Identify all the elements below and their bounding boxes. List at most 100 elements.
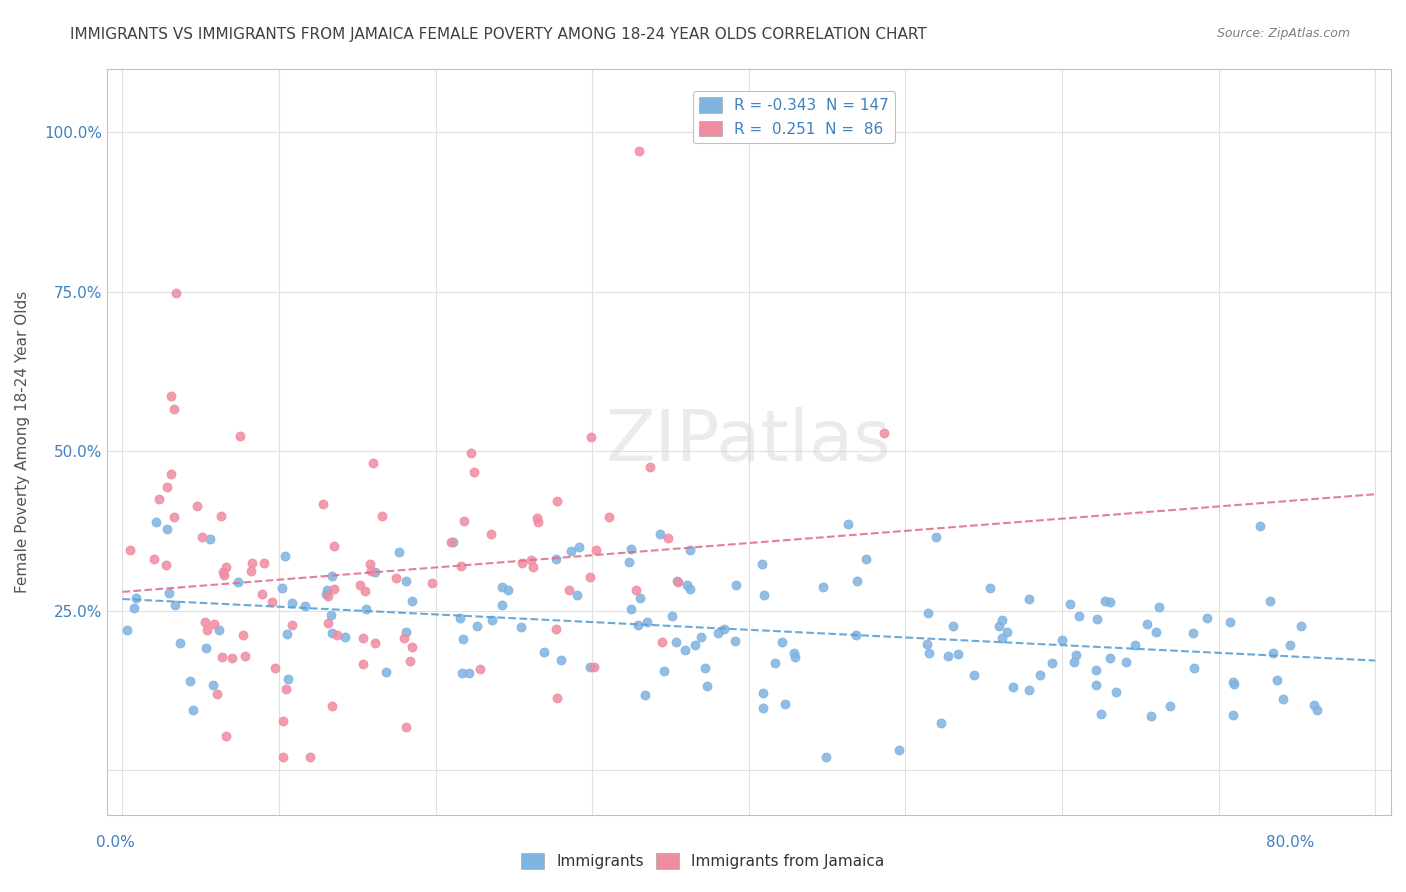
- Point: [169, 636, 191, 650]
- Point: [527, 515, 550, 529]
- Point: [1159, 699, 1181, 714]
- Point: [1090, 706, 1112, 721]
- Point: [491, 598, 513, 612]
- Point: [323, 582, 346, 597]
- Point: [326, 628, 349, 642]
- Point: [384, 571, 406, 585]
- Point: [661, 608, 683, 623]
- Point: [785, 649, 807, 664]
- Point: [544, 622, 567, 636]
- Point: [395, 624, 418, 639]
- Point: [451, 666, 474, 681]
- Point: [1135, 616, 1157, 631]
- Point: [450, 559, 472, 574]
- Point: [399, 654, 422, 668]
- Point: [783, 647, 806, 661]
- Point: [271, 750, 294, 764]
- Point: [120, 543, 142, 558]
- Point: [942, 619, 965, 633]
- Point: [165, 598, 187, 612]
- Point: [946, 647, 969, 661]
- Point: [240, 556, 263, 570]
- Text: Source: ZipAtlas.com: Source: ZipAtlas.com: [1216, 27, 1350, 40]
- Point: [194, 641, 217, 656]
- Point: [191, 530, 214, 544]
- Point: [1149, 599, 1171, 614]
- Point: [463, 465, 485, 479]
- Point: [578, 660, 600, 674]
- Point: [1144, 625, 1167, 640]
- Point: [636, 615, 658, 630]
- Text: 0.0%: 0.0%: [96, 836, 135, 850]
- Point: [321, 698, 343, 713]
- Point: [298, 750, 321, 764]
- Point: [163, 510, 186, 524]
- Point: [1063, 655, 1085, 669]
- Point: [925, 530, 948, 544]
- Point: [179, 674, 201, 689]
- Point: [155, 522, 177, 536]
- Point: [1222, 708, 1244, 723]
- Point: [457, 666, 479, 681]
- Point: [160, 389, 183, 403]
- Point: [1098, 650, 1121, 665]
- Point: [887, 743, 910, 757]
- Point: [215, 560, 238, 574]
- Point: [274, 549, 297, 563]
- Point: [401, 640, 423, 655]
- Point: [281, 596, 304, 610]
- Point: [1219, 615, 1241, 630]
- Point: [239, 564, 262, 578]
- Point: [194, 615, 217, 629]
- Point: [316, 583, 339, 598]
- Point: [276, 627, 298, 641]
- Point: [124, 591, 146, 606]
- Point: [370, 509, 392, 524]
- Point: [657, 531, 679, 545]
- Point: [395, 720, 418, 734]
- Point: [979, 581, 1001, 595]
- Point: [202, 616, 225, 631]
- Point: [468, 662, 491, 676]
- Point: [598, 509, 620, 524]
- Point: [449, 611, 471, 625]
- Point: [1181, 625, 1204, 640]
- Point: [1059, 597, 1081, 611]
- Point: [918, 646, 941, 660]
- Legend: Immigrants, Immigrants from Jamaica: Immigrants, Immigrants from Jamaica: [515, 847, 891, 875]
- Point: [312, 497, 335, 511]
- Point: [335, 631, 357, 645]
- Point: [359, 558, 381, 572]
- Point: [624, 582, 647, 597]
- Point: [145, 515, 167, 529]
- Point: [209, 508, 232, 523]
- Point: [1105, 685, 1128, 699]
- Point: [142, 552, 165, 566]
- Point: [1123, 639, 1146, 653]
- Point: [855, 551, 877, 566]
- Point: [360, 564, 382, 578]
- Point: [1001, 680, 1024, 694]
- Point: [929, 715, 952, 730]
- Point: [354, 602, 377, 616]
- Point: [465, 618, 488, 632]
- Point: [679, 582, 702, 596]
- Point: [280, 618, 302, 632]
- Point: [117, 624, 139, 638]
- Point: [991, 632, 1014, 646]
- Point: [936, 648, 959, 663]
- Point: [724, 633, 747, 648]
- Point: [215, 729, 238, 743]
- Point: [420, 575, 443, 590]
- Point: [226, 574, 249, 589]
- Point: [441, 534, 464, 549]
- Point: [665, 635, 688, 649]
- Point: [453, 514, 475, 528]
- Point: [122, 601, 145, 615]
- Point: [276, 682, 298, 697]
- Point: [387, 544, 409, 558]
- Point: [479, 527, 502, 541]
- Point: [1050, 632, 1073, 647]
- Point: [1029, 668, 1052, 682]
- Point: [620, 541, 643, 556]
